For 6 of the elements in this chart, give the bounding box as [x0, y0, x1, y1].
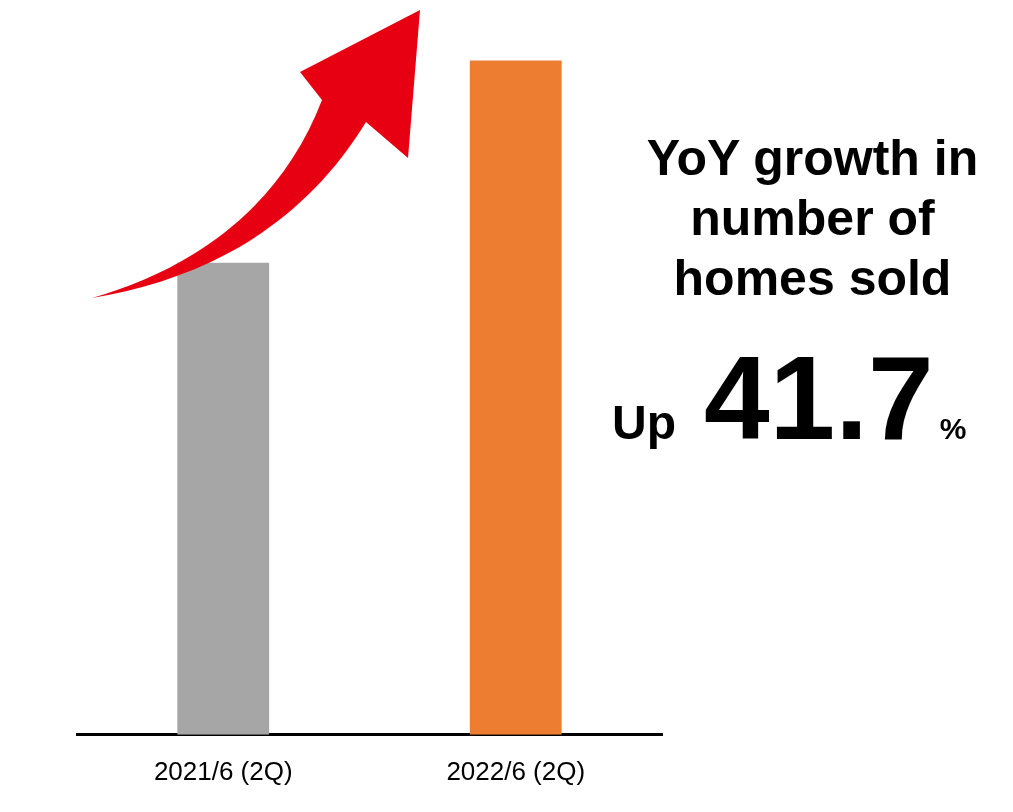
x-tick-label: 2022/6 (2Q)	[446, 755, 586, 786]
text: %	[939, 412, 967, 445]
x-tick-label: 2021/6 (2Q)	[153, 755, 293, 786]
annotation: Up	[612, 396, 676, 449]
text: 41.7	[703, 332, 934, 464]
annotation: YoY growth in number of homes sold	[645, 129, 980, 308]
